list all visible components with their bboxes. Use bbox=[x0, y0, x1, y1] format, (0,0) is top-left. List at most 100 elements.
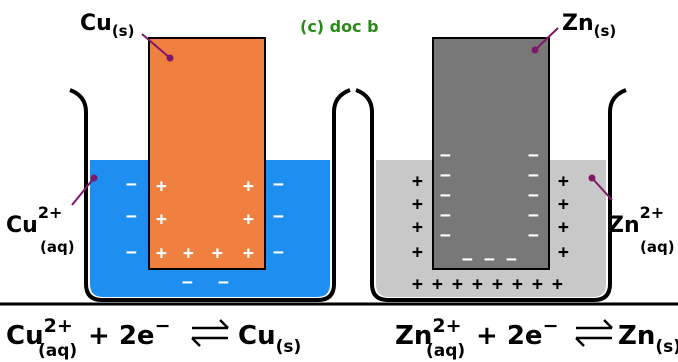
eq-cu-charge: 2+ bbox=[44, 315, 73, 337]
minus-sign: − bbox=[273, 242, 284, 263]
svg-text:+ 2e−: + 2e− bbox=[88, 315, 170, 351]
copper-symbol: Cu bbox=[80, 11, 112, 36]
plus-sign: + bbox=[212, 243, 223, 264]
plus-sign: + bbox=[558, 217, 569, 238]
copper-state: (s) bbox=[112, 22, 135, 40]
copper-electrode-plus-charges: + + + + + + + + bbox=[156, 176, 254, 264]
minus-sign: − bbox=[126, 242, 137, 263]
plus-sign: + bbox=[412, 217, 423, 238]
eq-cu-ion-state: (aq) bbox=[38, 341, 77, 361]
minus-sign: − bbox=[218, 272, 229, 293]
plus-sign: + bbox=[512, 274, 523, 295]
zinc-label-pointer bbox=[534, 27, 559, 51]
plus-sign: + bbox=[558, 242, 569, 263]
copper-electrode-label: Cu(s) bbox=[80, 11, 174, 62]
plus-sign: + bbox=[156, 243, 167, 264]
minus-sign: − bbox=[182, 272, 193, 293]
copper-ion-pointer bbox=[71, 177, 95, 206]
plus-sign: + bbox=[558, 171, 569, 192]
equilibrium-arrow-icon bbox=[191, 319, 229, 347]
minus-sign: − bbox=[126, 174, 137, 195]
copper-equation: Cu2+ (aq) + 2e− Cu(s) bbox=[6, 315, 301, 361]
diagram-title: (c) doc b bbox=[300, 17, 379, 36]
copper-ion-charge: 2+ bbox=[38, 203, 63, 222]
plus-sign: + bbox=[558, 194, 569, 215]
copper-label-pointer-dot bbox=[166, 54, 174, 62]
zinc-beaker bbox=[355, 88, 627, 302]
plus-sign: + bbox=[412, 194, 423, 215]
eq-cu-ion: Cu bbox=[6, 321, 44, 351]
zinc-equation: Zn2+ (aq) + 2e− Zn(s) bbox=[395, 315, 678, 361]
svg-text:Zn2+: Zn2+ bbox=[608, 203, 664, 238]
copper-ion-label: Cu2+ (aq) bbox=[6, 174, 98, 256]
plus-sign: + bbox=[156, 209, 167, 230]
zinc-solution-plus-charges: + + + + + + + + + + + + + + + + bbox=[412, 171, 569, 295]
zinc-ion-pointer bbox=[591, 177, 613, 201]
copper-label-pointer bbox=[141, 33, 171, 59]
svg-text:Zn(s): Zn(s) bbox=[562, 11, 616, 40]
eq-zn-charge: 2+ bbox=[432, 315, 461, 337]
plus-sign: + bbox=[156, 176, 167, 197]
minus-sign: − bbox=[126, 206, 137, 227]
minus-sign: − bbox=[440, 185, 451, 206]
minus-sign: − bbox=[273, 206, 284, 227]
svg-text:Zn2+: Zn2+ bbox=[395, 315, 462, 351]
eq-zn-ion: Zn bbox=[395, 321, 432, 351]
svg-text:Zn(s): Zn(s) bbox=[618, 321, 678, 357]
svg-text:+ 2e−: + 2e− bbox=[476, 315, 558, 351]
zinc-ion-symbol: Zn bbox=[608, 213, 640, 238]
copper-half-cell: + + + + + + + + − − − − − − − − Cu(s) bbox=[6, 11, 351, 302]
copper-ion-state: (aq) bbox=[40, 238, 75, 256]
minus-sign: − bbox=[528, 205, 539, 226]
svg-text:Cu2+: Cu2+ bbox=[6, 203, 62, 238]
eq-cu-product: Cu bbox=[238, 321, 276, 351]
eq-zn-ion-state: (aq) bbox=[426, 341, 465, 361]
eq-cu-product-state: (s) bbox=[276, 337, 302, 357]
plus-sign: + bbox=[183, 243, 194, 264]
minus-sign: − bbox=[484, 249, 495, 270]
zinc-state: (s) bbox=[594, 22, 617, 40]
plus-sign: + bbox=[432, 274, 443, 295]
zinc-ion-label: Zn2+ (aq) bbox=[588, 174, 675, 256]
eq-zn-electron-charge: − bbox=[543, 315, 559, 337]
plus-sign: + bbox=[412, 242, 423, 263]
copper-ion-symbol: Cu bbox=[6, 213, 38, 238]
minus-sign: − bbox=[528, 165, 539, 186]
minus-sign: − bbox=[440, 165, 451, 186]
plus-sign: + bbox=[472, 274, 483, 295]
copper-ion-pointer-dot bbox=[90, 174, 98, 182]
minus-sign: − bbox=[528, 225, 539, 246]
minus-sign: − bbox=[273, 174, 284, 195]
zinc-electrode bbox=[432, 37, 550, 270]
zinc-symbol: Zn bbox=[562, 11, 594, 36]
minus-sign: − bbox=[528, 185, 539, 206]
zinc-electrode-label: Zn(s) bbox=[531, 11, 616, 54]
plus-sign: + bbox=[532, 274, 543, 295]
zinc-ion-state: (aq) bbox=[640, 238, 675, 256]
minus-sign: − bbox=[506, 249, 517, 270]
minus-sign: − bbox=[440, 145, 451, 166]
eq-zn-product-state: (s) bbox=[655, 337, 678, 357]
minus-sign: − bbox=[440, 205, 451, 226]
eq-zn-electrons: + 2e bbox=[476, 321, 543, 351]
eq-zn-product: Zn bbox=[618, 321, 655, 351]
minus-sign: − bbox=[462, 249, 473, 270]
svg-text:Cu(s): Cu(s) bbox=[238, 321, 301, 357]
plus-sign: + bbox=[552, 274, 563, 295]
copper-electrode bbox=[148, 37, 266, 270]
minus-sign: − bbox=[528, 145, 539, 166]
svg-text:Cu(s): Cu(s) bbox=[80, 11, 134, 40]
zinc-electrode-minus-charges: − − − − − − − − − − − − − bbox=[440, 145, 539, 270]
plus-sign: + bbox=[243, 243, 254, 264]
eq-cu-electron-charge: − bbox=[155, 315, 171, 337]
plus-sign: + bbox=[492, 274, 503, 295]
equilibrium-arrow-icon bbox=[575, 319, 613, 347]
eq-cu-electrons: + 2e bbox=[88, 321, 155, 351]
plus-sign: + bbox=[452, 274, 463, 295]
svg-text:Cu2+: Cu2+ bbox=[6, 315, 73, 351]
plus-sign: + bbox=[243, 176, 254, 197]
plus-sign: + bbox=[243, 209, 254, 230]
copper-beaker bbox=[69, 88, 351, 302]
minus-sign: − bbox=[440, 225, 451, 246]
